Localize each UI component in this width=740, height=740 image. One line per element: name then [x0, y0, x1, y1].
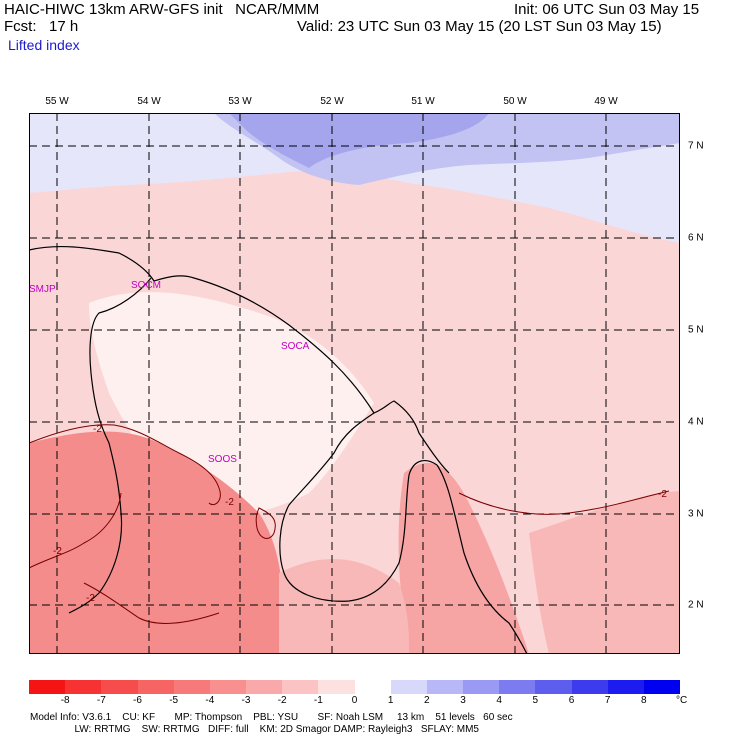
- contour-label: -2: [93, 424, 102, 435]
- lat-label: 7 N: [688, 140, 704, 152]
- colorbar-swatch: [571, 680, 608, 694]
- station-label: SMJP: [29, 284, 56, 295]
- colorbar-tick-label: -4: [205, 695, 215, 706]
- field-band-pink-south: [279, 559, 409, 654]
- field-band-red-east: [398, 463, 529, 654]
- field-name: Lifted index: [8, 37, 80, 53]
- colorbar-swatch: [426, 680, 464, 694]
- colorbar-tick-label: -2: [277, 695, 287, 706]
- lon-label: 49 W: [594, 96, 618, 107]
- lon-label: 51 W: [411, 96, 435, 107]
- lat-label: 4 N: [688, 416, 704, 428]
- lat-lon-grid: [29, 113, 680, 654]
- contour-label: -2: [53, 546, 62, 557]
- colorbar-tick-label: -3: [241, 695, 251, 706]
- valid-time: Valid: 23 UTC Sun 03 May 15 (20 LST Sun …: [297, 18, 662, 35]
- colorbar-tick-label: -8: [60, 695, 70, 706]
- colorbar-swatch: [463, 680, 500, 694]
- field-band-midblue: [229, 113, 489, 168]
- lon-label: 52 W: [320, 96, 344, 107]
- init-time: Init: 06 UTC Sun 03 May 15: [514, 1, 700, 18]
- colorbar-swatch: [354, 680, 391, 694]
- colorbar: [29, 680, 681, 694]
- colorbar-swatch: [246, 680, 283, 694]
- lon-label: 53 W: [228, 96, 252, 107]
- colorbar-tick-label: 4: [496, 695, 502, 706]
- colorbar-swatch: [101, 680, 138, 694]
- station-label: SOOS: [208, 454, 237, 465]
- lon-label: 50 W: [503, 96, 527, 107]
- colorbar-swatch: [282, 680, 319, 694]
- colorbar-swatch: [535, 680, 572, 694]
- station-labels: SMJP SOCM SOCA SOOS: [29, 280, 310, 465]
- colorbar-tick-label: -6: [133, 695, 142, 706]
- footer-model-info-2: LW: RRTMG SW: RRTMG DIFF: full KM: 2D Sm…: [30, 724, 479, 735]
- contour-label: -2: [658, 489, 667, 500]
- colorbar-swatch: [607, 680, 644, 694]
- colorbar-swatch: [318, 680, 355, 694]
- colorbar-swatch: [29, 680, 66, 694]
- station-label: SOCM: [131, 280, 161, 291]
- colorbar-tick-label: 0: [351, 695, 358, 706]
- contour-label: -2: [86, 593, 95, 604]
- colorbar-tick-label: -1: [313, 695, 323, 706]
- colorbar-tick-label: 7: [604, 695, 611, 706]
- lon-label: 55 W: [45, 96, 69, 107]
- coastline-borders: [29, 245, 528, 654]
- colorbar-unit: °C: [676, 695, 688, 706]
- header-line1: HAIC-HIWC 13km ARW-GFS init NCAR/MMM: [4, 1, 320, 18]
- field-band-pink-east: [529, 491, 680, 654]
- colorbar-tick-label: 2: [424, 695, 430, 706]
- colorbar-tick-label: 6: [568, 695, 575, 706]
- lifted-index-map: SMJP SOCM SOCA SOOS -2 -2 -2 -2 -2: [29, 113, 680, 654]
- station-label: SOCA: [281, 341, 310, 352]
- colorbar-tick-label: 1: [387, 695, 394, 706]
- header-line2: Fcst: 17 h: [4, 18, 79, 35]
- colorbar-swatch: [643, 680, 681, 694]
- colorbar-tick-label: -5: [169, 695, 179, 706]
- contour-label: -2: [225, 497, 234, 508]
- colorbar-swatch: [65, 680, 102, 694]
- lat-label: 3 N: [688, 508, 704, 520]
- footer-model-info: Model Info: V3.6.1 CU: KF MP: Thompson P…: [30, 712, 513, 723]
- colorbar-tick-label: 5: [532, 695, 539, 706]
- lat-label: 6 N: [688, 232, 704, 244]
- lon-label: 54 W: [137, 96, 161, 107]
- lat-label: 2 N: [688, 599, 704, 611]
- colorbar-tick-label: 3: [460, 695, 466, 706]
- contour-labels: -2 -2 -2 -2 -2: [53, 424, 667, 604]
- colorbar-swatch: [173, 680, 210, 694]
- colorbar-tick-label: 8: [641, 695, 647, 706]
- lat-label: 5 N: [688, 324, 704, 336]
- colorbar-swatch: [499, 680, 536, 694]
- contour-minus2: [29, 424, 670, 624]
- colorbar-swatch: [390, 680, 427, 694]
- colorbar-swatch: [137, 680, 174, 694]
- colorbar-swatch: [209, 680, 247, 694]
- map-frame: [29, 113, 680, 654]
- colorbar-tick-label: -7: [96, 695, 106, 706]
